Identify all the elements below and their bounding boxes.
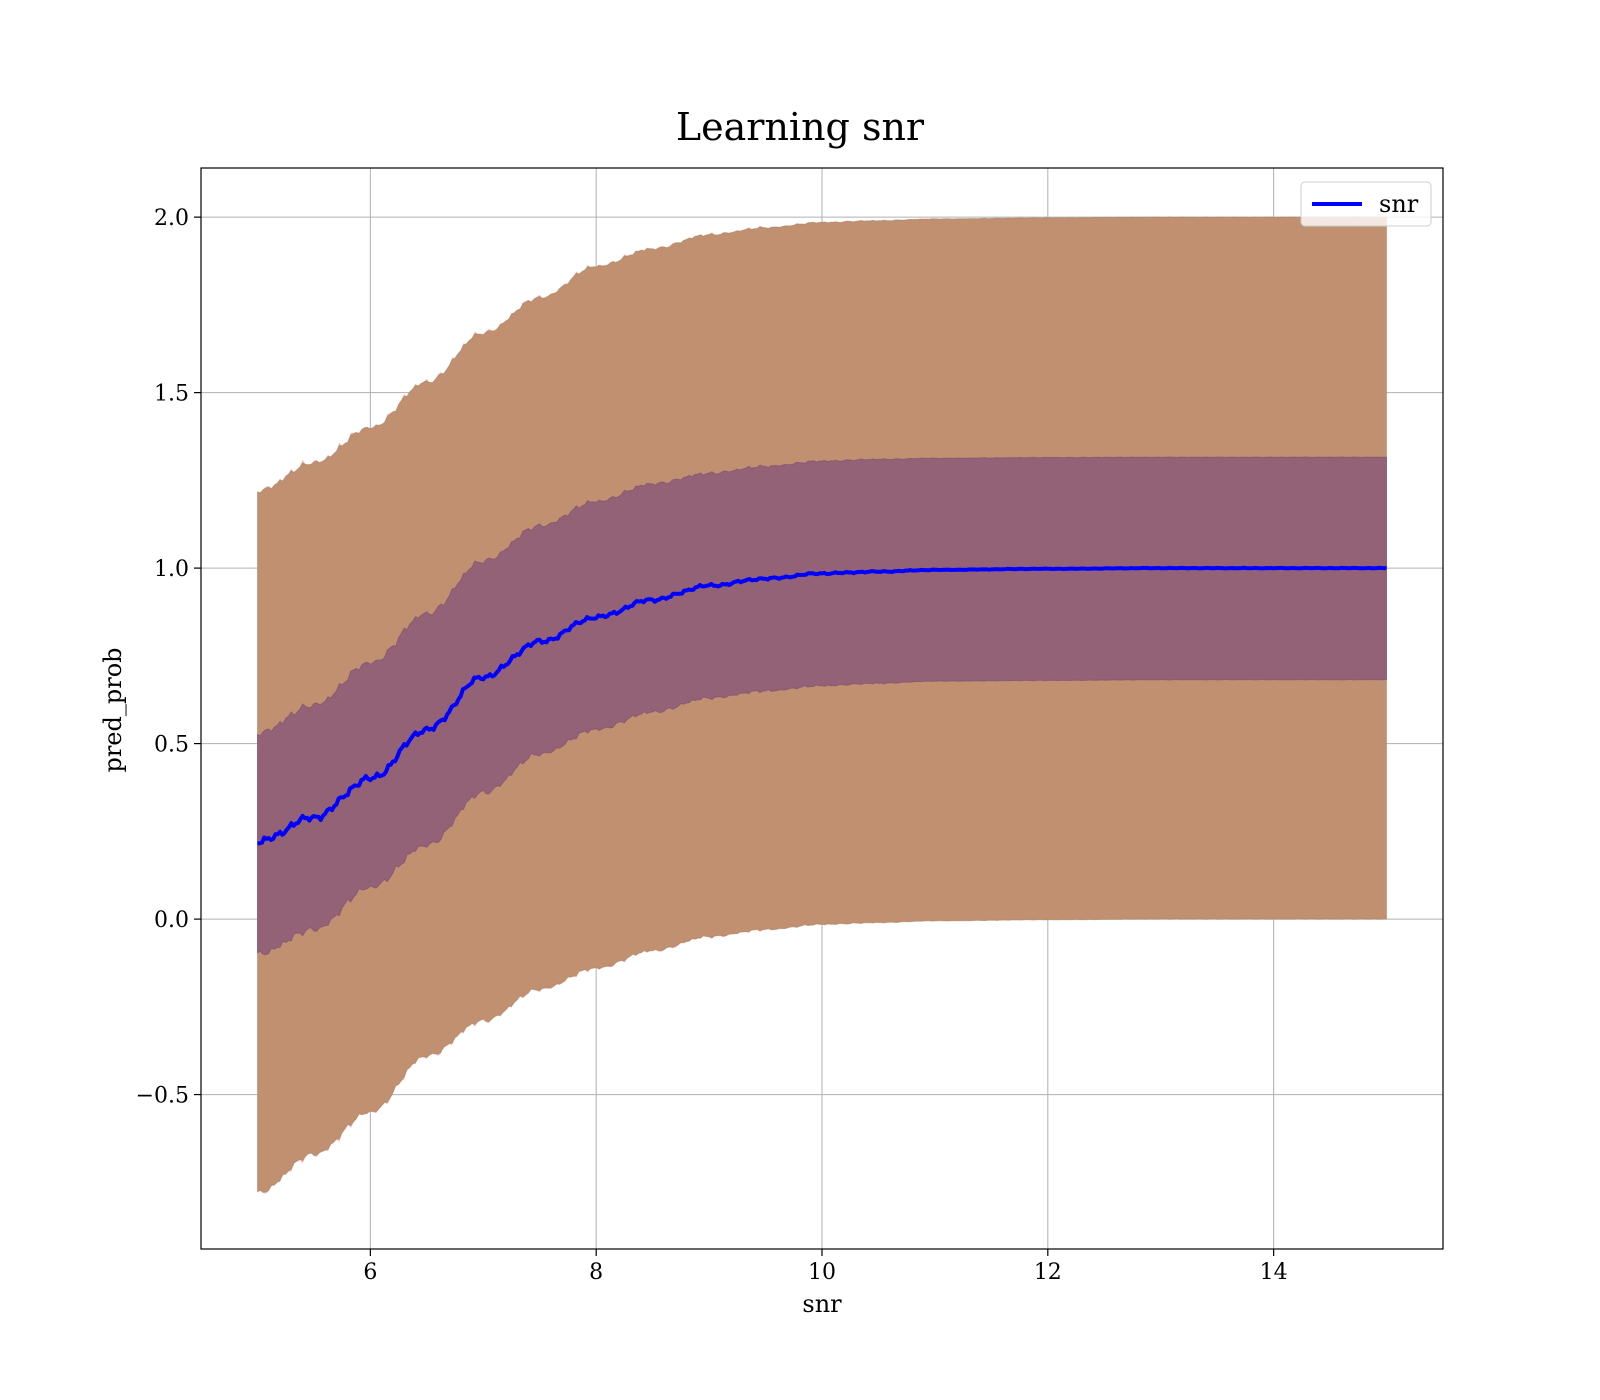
legend-label-snr: snr	[1379, 190, 1419, 218]
y-tick-label: 0.5	[154, 733, 189, 758]
inner-band	[257, 456, 1387, 956]
x-tick-label: 6	[363, 1260, 377, 1285]
x-tick-label: 8	[589, 1260, 603, 1285]
y-tick-label: 1.5	[154, 382, 189, 407]
series-line-snr	[257, 565, 1387, 846]
x-tick-label: 12	[1034, 1260, 1062, 1285]
y-tick-label: −0.5	[136, 1084, 189, 1109]
x-axis-label: snr	[802, 1290, 842, 1318]
y-tick-label: 0.0	[154, 908, 189, 933]
y-tick-label: 2.0	[154, 206, 189, 231]
x-tick-label: 14	[1260, 1260, 1288, 1285]
x-tick-label: 10	[808, 1260, 836, 1285]
plot-area: 6 8 10 12 14 −0.5 0.0 0.5 1.0 1.5 2.0	[136, 167, 1444, 1285]
legend: snr	[1300, 181, 1432, 227]
y-tick-label: 1.0	[154, 557, 189, 582]
chart-title: Learning snr	[676, 105, 925, 149]
y-axis-label: pred_prob	[99, 647, 127, 772]
legend-box	[1300, 181, 1432, 227]
